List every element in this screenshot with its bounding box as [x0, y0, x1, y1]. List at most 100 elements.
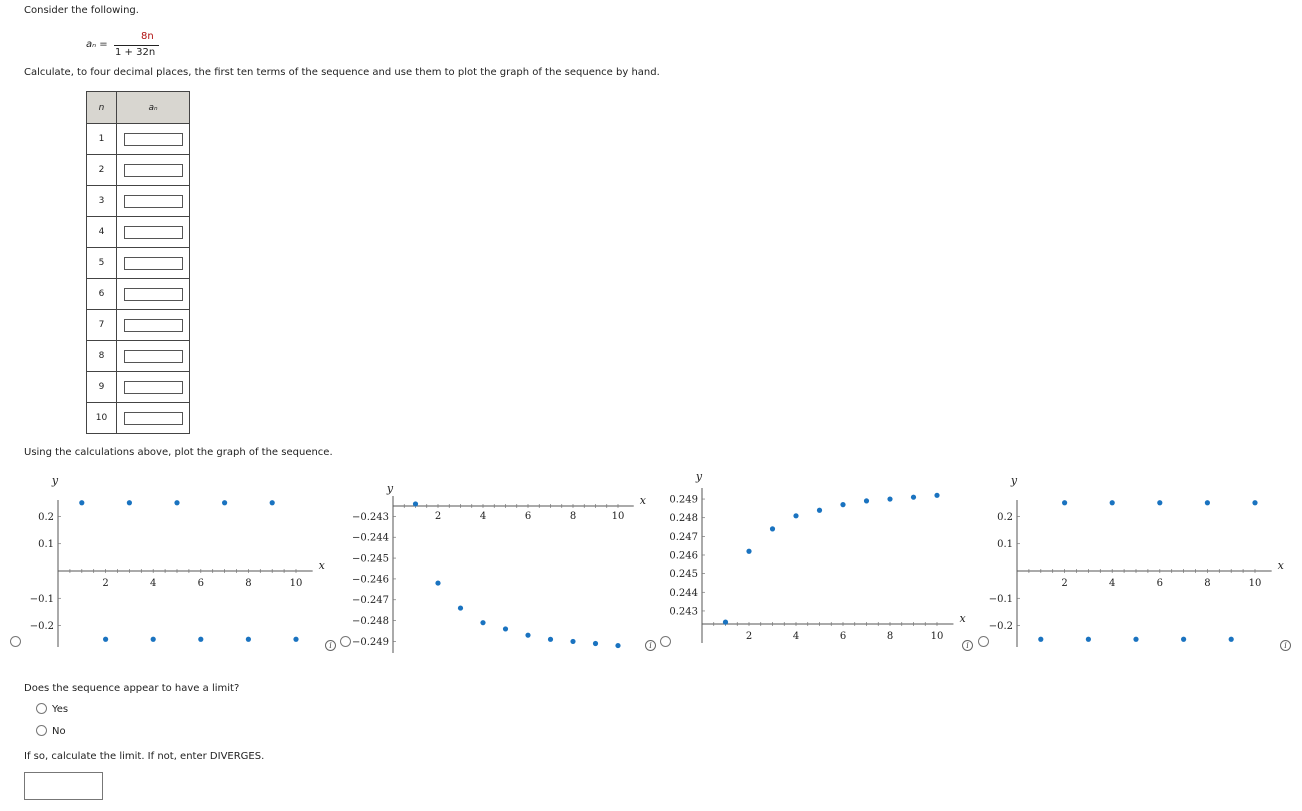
- x-axis-label: x: [959, 612, 966, 625]
- row-n: 6: [86, 278, 117, 310]
- yes-label: Yes: [52, 704, 69, 715]
- graph-option-4-info-icon[interactable]: i: [1280, 640, 1291, 651]
- data-point: [816, 507, 823, 513]
- no-radio[interactable]: [36, 725, 47, 736]
- y-tick-label: −0.2: [30, 621, 54, 632]
- table-row: 10: [86, 402, 190, 434]
- data-point: [910, 494, 917, 500]
- row-n: 10: [86, 402, 117, 434]
- data-point: [1204, 500, 1210, 506]
- table-header-an: aₙ: [116, 91, 190, 124]
- formula-denominator: 1 + 32n: [115, 47, 156, 58]
- table-row: 5: [86, 247, 190, 279]
- an-input[interactable]: [123, 225, 183, 239]
- data-point: [525, 632, 531, 638]
- table-row: 7: [86, 309, 190, 341]
- data-point: [174, 500, 180, 506]
- x-tick-label: 8: [245, 578, 251, 589]
- data-point: [1109, 500, 1115, 506]
- prompt-text: Consider the following.: [24, 5, 139, 16]
- y-tick-label: 0.246: [669, 550, 698, 561]
- graph-option-3: 2 4 6 8 10 0.249 0.248 0.247 0.246 0.245 0.244 0.24…: [669, 470, 966, 643]
- an-input[interactable]: [123, 256, 183, 270]
- data-point: [1085, 636, 1091, 642]
- x-tick-label: 2: [435, 511, 441, 522]
- data-point: [615, 642, 621, 649]
- y-tick-label: −0.1: [30, 594, 54, 605]
- limit-question-text: Does the sequence appear to have a limit…: [24, 683, 240, 694]
- limit-answer-input[interactable]: [24, 772, 103, 800]
- data-point: [746, 548, 752, 554]
- x-axis-label: x: [319, 559, 326, 572]
- y-tick-label: 0.1: [997, 539, 1013, 550]
- graph-option-1: 2 4 6 8 10 0.2 0.1 −0.1 −0.2 x y: [30, 474, 326, 647]
- an-input[interactable]: [123, 349, 183, 363]
- x-tick-label: 2: [102, 578, 108, 589]
- y-tick-label: 0.2: [38, 512, 54, 523]
- x-tick-label: 4: [1109, 578, 1115, 589]
- table-row: 9: [86, 371, 190, 403]
- y-tick-label: 0.248: [669, 513, 698, 524]
- an-input[interactable]: [123, 287, 183, 301]
- data-point: [1252, 500, 1258, 506]
- table-row: 3: [86, 185, 190, 217]
- y-tick-label: 0.243: [669, 606, 698, 617]
- graph-option-1-radio[interactable]: [10, 636, 21, 647]
- x-tick-label: 2: [746, 631, 752, 642]
- graph-option-4-radio[interactable]: [978, 636, 989, 647]
- y-tick-label: −0.246: [352, 574, 389, 585]
- data-point: [547, 636, 554, 642]
- plot-prompt-text: Using the calculations above, plot the g…: [24, 447, 333, 458]
- data-point: [934, 492, 940, 498]
- row-n: 2: [86, 154, 117, 186]
- row-n: 1: [86, 123, 117, 155]
- an-input[interactable]: [123, 194, 183, 208]
- row-an-cell: [116, 402, 190, 434]
- data-point: [1062, 500, 1068, 506]
- an-input[interactable]: [123, 163, 183, 177]
- y-tick-label: −0.244: [352, 533, 389, 544]
- data-point: [1133, 636, 1139, 642]
- row-n: 8: [86, 340, 117, 372]
- y-axis-label: y: [51, 474, 59, 487]
- table-row: 1: [86, 123, 190, 155]
- data-point: [1228, 636, 1234, 642]
- y-tick-label: 0.245: [669, 569, 698, 580]
- an-input[interactable]: [123, 318, 183, 332]
- x-tick-label: 10: [1249, 578, 1262, 589]
- final-prompt-text: If so, calculate the limit. If not, ente…: [24, 751, 265, 762]
- x-tick-label: 8: [570, 511, 576, 522]
- graph-option-3-radio[interactable]: [660, 636, 671, 647]
- sequence-formula: aₙ = 8n 1 + 32n: [86, 30, 176, 60]
- x-tick-label: 10: [931, 631, 944, 642]
- data-point: [1157, 500, 1163, 506]
- no-label: No: [52, 726, 66, 737]
- an-input[interactable]: [123, 380, 183, 394]
- graph-option-3-info-icon[interactable]: i: [962, 640, 973, 651]
- x-tick-label: 8: [1204, 578, 1210, 589]
- graph-option-2-radio[interactable]: [340, 636, 351, 647]
- an-input[interactable]: [123, 411, 183, 425]
- table-row: 4: [86, 216, 190, 248]
- table-header-n: n: [86, 91, 117, 124]
- y-axis-label: y: [695, 470, 703, 483]
- y-tick-label: 0.2: [997, 512, 1013, 523]
- formula-lhs: aₙ =: [86, 39, 108, 50]
- data-point: [769, 526, 776, 532]
- an-input[interactable]: [123, 132, 183, 146]
- yes-radio[interactable]: [36, 703, 47, 714]
- row-n: 3: [86, 185, 117, 217]
- y-tick-label: 0.1: [38, 539, 54, 550]
- data-point: [245, 636, 251, 642]
- x-tick-label: 6: [198, 578, 204, 589]
- graph-option-2-info-icon[interactable]: i: [645, 640, 656, 651]
- row-an-cell: [116, 278, 190, 310]
- x-tick-label: 4: [150, 578, 156, 589]
- graph-option-1-info-icon[interactable]: i: [325, 640, 336, 651]
- row-an-cell: [116, 309, 190, 341]
- x-axis-label: x: [1278, 559, 1285, 572]
- formula-numerator: 8n: [141, 31, 154, 42]
- data-point: [480, 620, 486, 626]
- x-tick-label: 6: [1157, 578, 1163, 589]
- data-point: [887, 496, 893, 502]
